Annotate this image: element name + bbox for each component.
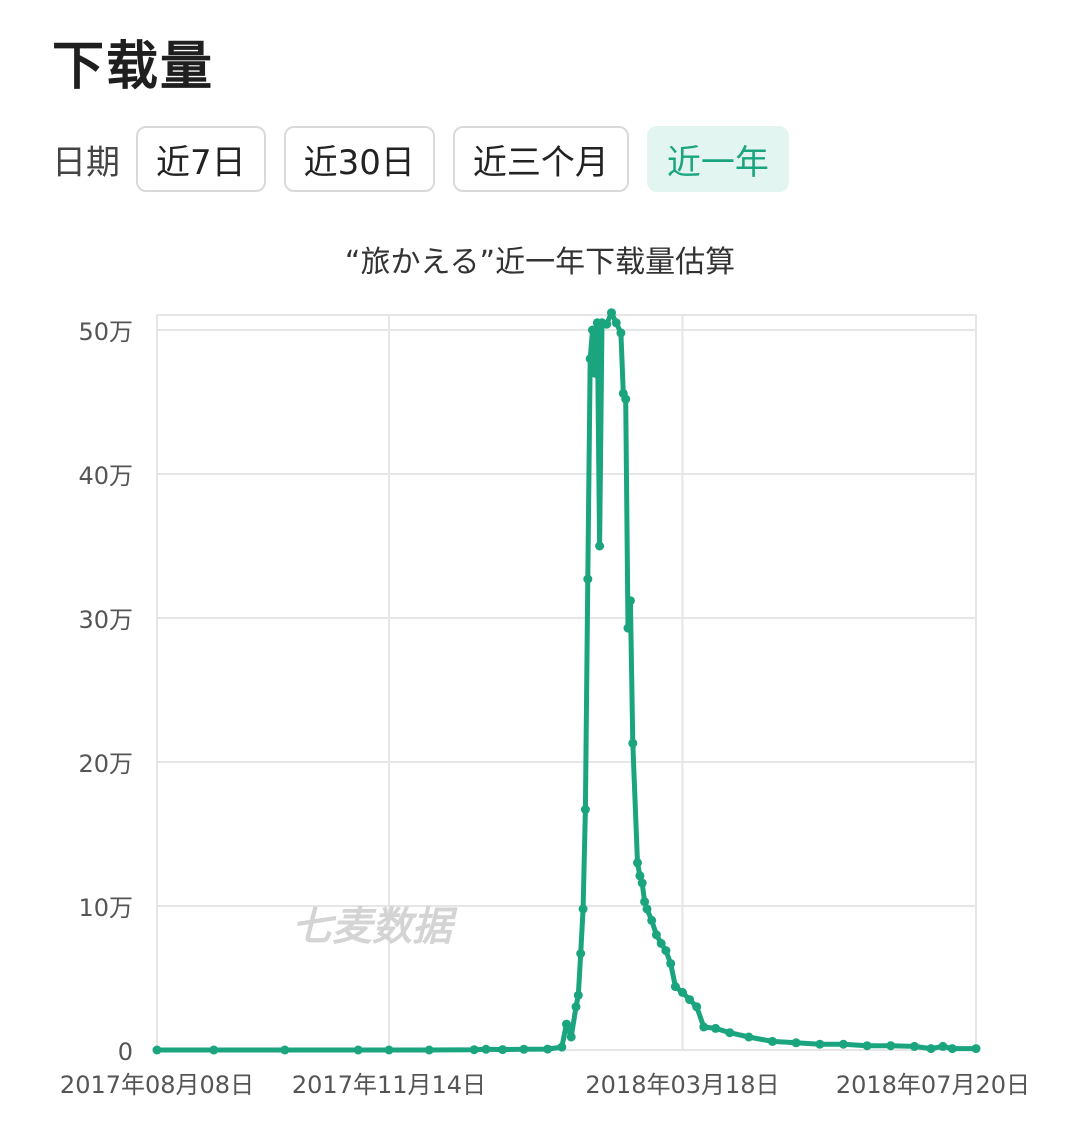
data-point	[585, 354, 595, 364]
date-option-3-months[interactable]: 近三个月	[452, 126, 629, 192]
data-point	[725, 1028, 735, 1038]
data-point	[767, 1036, 777, 1046]
data-point	[623, 623, 633, 633]
data-point	[815, 1039, 825, 1049]
x-axis: 2017年08月08日 2017年11月14日 2018年03月18日 2018年07…	[60, 1071, 1030, 1099]
data-point	[628, 738, 638, 748]
data-point	[670, 982, 680, 992]
data-point	[656, 938, 666, 948]
data-point	[571, 1002, 581, 1012]
date-filter: 日期 近7日 近30日 近三个月 近一年	[52, 124, 807, 194]
data-point	[685, 995, 695, 1005]
data-point	[353, 1045, 363, 1055]
y-tick-label: 0	[118, 1038, 133, 1066]
data-point	[573, 990, 583, 1000]
data-point	[557, 1042, 567, 1052]
data-point	[692, 1002, 702, 1012]
download-chart: “旅かえる”近一年下载量估算 七麦数据 0 10万 20万 30万 40万 50万 201…	[0, 230, 1080, 1117]
data-point	[481, 1044, 491, 1054]
chart-grid	[156, 314, 977, 1051]
y-tick-label: 10万	[78, 894, 133, 922]
data-point	[578, 904, 588, 914]
chart-svg: “旅かえる”近一年下载量估算 七麦数据 0 10万 20万 30万 40万 50万 201…	[60, 245, 1030, 1099]
data-point	[562, 1019, 571, 1029]
data-point	[886, 1041, 896, 1051]
data-point	[280, 1045, 290, 1055]
data-point	[611, 318, 621, 328]
data-point	[590, 368, 600, 378]
y-tick-label: 30万	[78, 606, 133, 634]
data-point	[678, 987, 687, 997]
data-point	[588, 325, 597, 335]
series-downloads	[152, 308, 981, 1055]
x-tick-label: 2017年11月14日	[292, 1071, 486, 1099]
x-tick-label: 2017年08月08日	[60, 1071, 254, 1099]
data-point	[616, 328, 626, 338]
y-tick-label: 50万	[78, 318, 133, 346]
data-point	[152, 1045, 162, 1055]
data-point	[498, 1045, 508, 1055]
x-tick-label: 2018年07月20日	[836, 1071, 1030, 1099]
chart-title: “旅かえる”近一年下载量估算	[345, 245, 735, 280]
series-line	[154, 310, 979, 1053]
data-point	[566, 1032, 576, 1042]
data-point	[699, 1022, 709, 1032]
y-tick-label: 20万	[78, 750, 133, 778]
data-point	[838, 1039, 848, 1049]
date-option-1-year[interactable]: 近一年	[646, 126, 789, 192]
data-point	[711, 1023, 721, 1033]
data-point	[947, 1044, 957, 1054]
date-filter-label: 日期	[52, 142, 120, 183]
data-point	[621, 394, 631, 404]
data-point	[633, 858, 642, 868]
data-point	[862, 1041, 872, 1051]
data-point	[424, 1045, 434, 1055]
data-point	[519, 1044, 529, 1054]
data-point	[642, 904, 652, 914]
data-point	[602, 319, 612, 329]
data-point	[926, 1044, 936, 1054]
data-point	[910, 1041, 919, 1051]
data-point	[640, 897, 650, 907]
data-point	[661, 946, 671, 956]
data-point	[971, 1044, 981, 1054]
data-point	[666, 959, 676, 969]
data-point	[651, 930, 661, 940]
data-point	[469, 1045, 479, 1055]
data-point	[595, 541, 605, 551]
data-point	[647, 915, 657, 925]
watermark-text: 七麦数据	[292, 904, 458, 950]
data-point	[625, 596, 635, 606]
data-point	[543, 1044, 553, 1054]
y-axis: 0 10万 20万 30万 40万 50万	[78, 318, 133, 1066]
data-point	[635, 871, 645, 881]
data-point	[607, 308, 616, 318]
data-point	[744, 1032, 754, 1042]
x-tick-label: 2018年03月18日	[585, 1071, 779, 1099]
date-option-30-days[interactable]: 近30日	[283, 126, 435, 192]
plot-area-border	[156, 314, 977, 1051]
page-title: 下载量	[52, 37, 215, 97]
data-point	[583, 574, 593, 584]
data-point	[209, 1045, 219, 1055]
data-point	[384, 1045, 394, 1055]
data-point	[637, 878, 647, 888]
data-point	[791, 1038, 801, 1048]
date-option-7-days[interactable]: 近7日	[136, 126, 266, 192]
data-point	[938, 1041, 948, 1051]
data-point	[576, 949, 586, 958]
data-point	[580, 805, 590, 814]
y-tick-label: 40万	[78, 462, 133, 490]
